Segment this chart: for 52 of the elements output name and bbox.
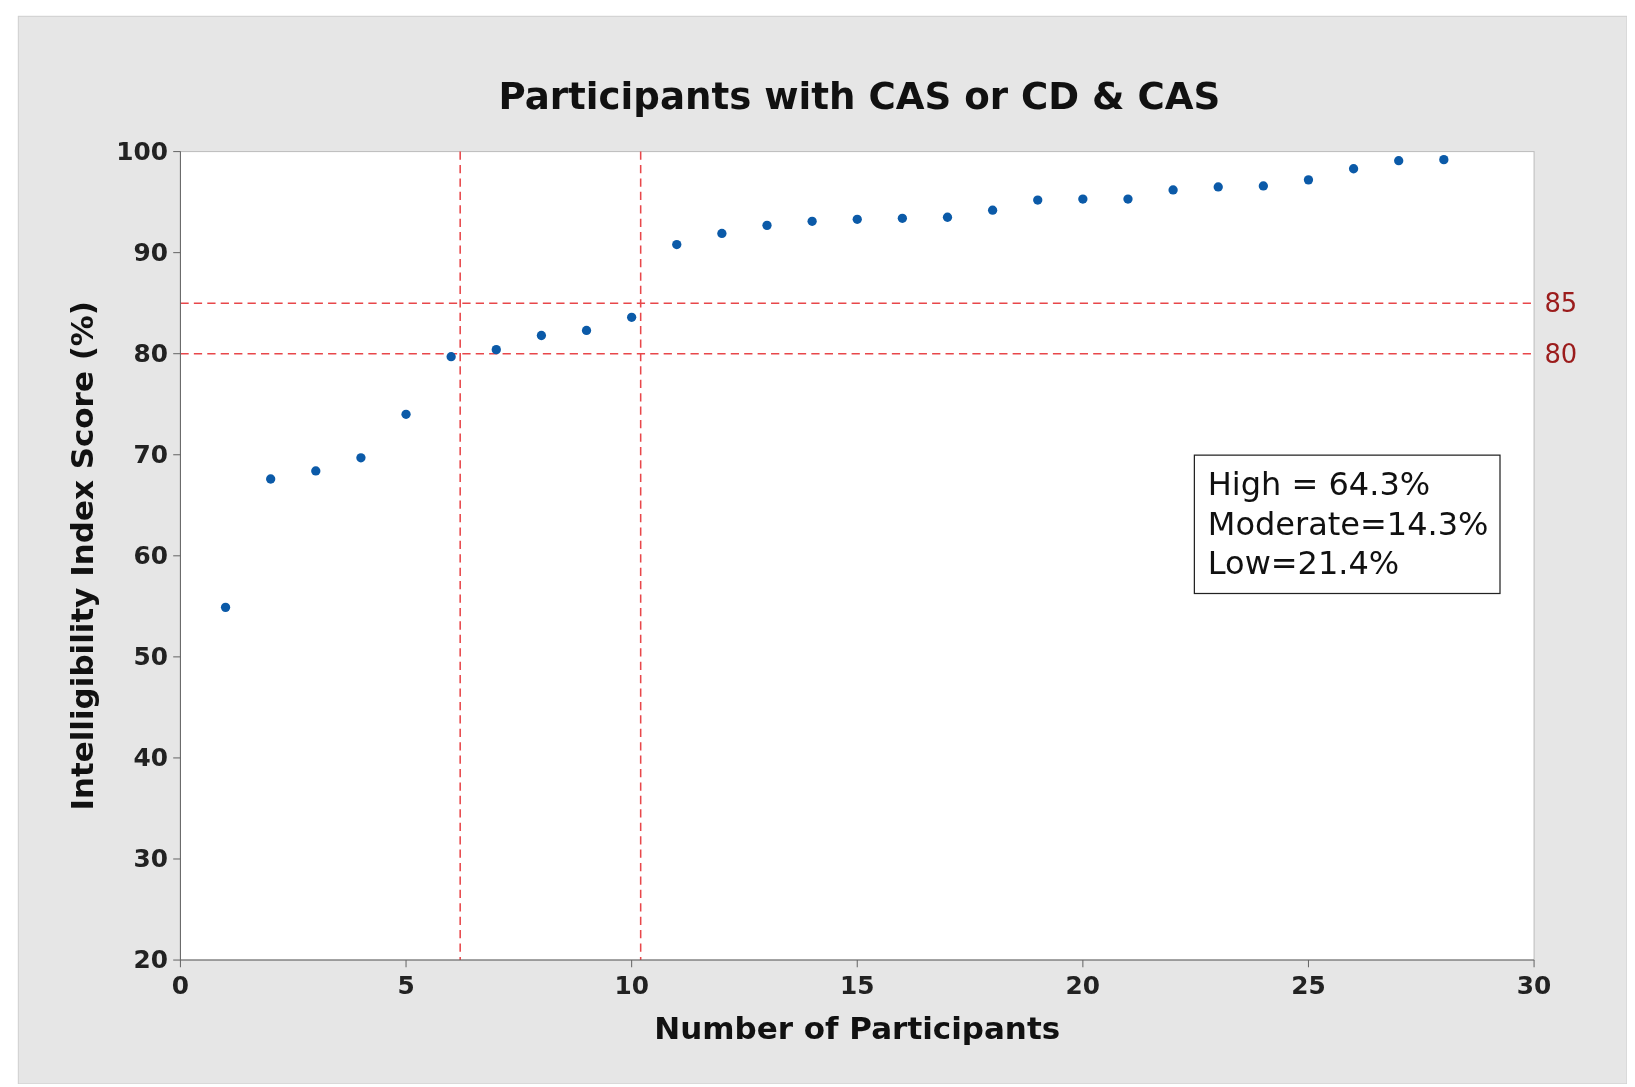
annotation: High = 64.3% (1207, 465, 1431, 504)
ref-line-label: 85 (1544, 288, 1578, 319)
point (536, 330, 547, 341)
point (1078, 194, 1088, 204)
point (1258, 181, 1268, 191)
point (762, 220, 772, 230)
point (266, 474, 276, 484)
point (446, 352, 456, 362)
x-tick-label: 25 (1291, 971, 1326, 1001)
y-tick-label: 50 (133, 642, 169, 672)
x-tick-label: 20 (1065, 971, 1101, 1001)
x-tick-label: 5 (397, 971, 415, 1001)
chart-title: Participants with CAS or CD & CAS (498, 74, 1221, 119)
point (356, 453, 366, 463)
ref-line-label: 80 (1544, 338, 1578, 369)
y-tick-label: 90 (133, 237, 169, 267)
point (491, 345, 501, 355)
annotation: Low=21.4% (1207, 543, 1400, 582)
point (1394, 156, 1404, 166)
point (1168, 185, 1178, 195)
point (1033, 195, 1043, 205)
point (627, 312, 637, 322)
y-tick-label: 70 (133, 440, 169, 470)
point (311, 466, 321, 476)
x-tick-label: 30 (1516, 971, 1552, 1001)
y-tick-label: 30 (133, 844, 169, 874)
point (852, 214, 862, 224)
point (401, 409, 411, 419)
point (1303, 175, 1314, 185)
y-tick-label: 60 (133, 541, 169, 571)
y-tick-label: 80 (133, 338, 169, 368)
point (807, 216, 817, 226)
point (220, 602, 231, 612)
point (897, 213, 908, 223)
point (717, 228, 727, 239)
x-tick-label: 10 (614, 971, 649, 1001)
y-axis-title: Intelligibility Index Score (%) (63, 301, 100, 811)
x-tick-label: 15 (840, 971, 875, 1001)
point (987, 205, 998, 215)
point (1348, 164, 1359, 174)
y-tick-label: 100 (116, 136, 169, 166)
point (1213, 182, 1223, 192)
point (942, 212, 953, 222)
point (672, 239, 682, 250)
point (1123, 194, 1133, 204)
x-tick-label: 0 (171, 971, 190, 1001)
y-tick-label: 40 (133, 743, 169, 773)
point (581, 325, 592, 336)
y-tick-label: 20 (133, 945, 169, 975)
x-axis-title: Number of Participants (654, 1009, 1061, 1046)
point (1439, 155, 1449, 165)
annotation: Moderate=14.3% (1207, 504, 1489, 543)
